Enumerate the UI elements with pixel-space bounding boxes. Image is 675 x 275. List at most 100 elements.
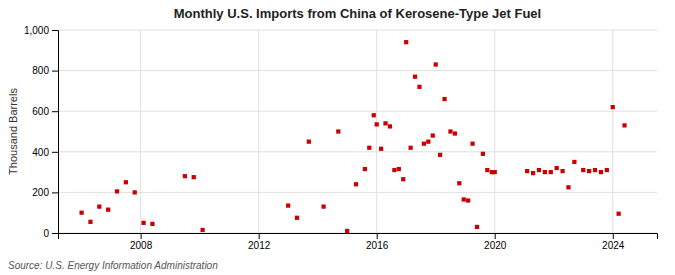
y-tick: 0 [43,228,58,239]
title: Monthly U.S. Imports from China of Keros… [174,6,541,21]
point [531,171,535,175]
y-tick-mark [52,233,58,234]
point [485,168,489,172]
point [150,222,154,226]
point [141,221,145,225]
x-axis-line [59,234,658,240]
y-tick-mark [52,192,58,193]
point [392,168,396,172]
point [379,147,383,151]
plot: 2008 2012 2016 2020 2024 0 200 400 600 800 1,000 [24,25,658,251]
point [307,140,311,144]
point [622,123,626,127]
x-tick-label: 2012 [248,240,271,251]
point [493,170,497,174]
point [124,180,128,184]
chart: 2008 2012 2016 2020 2024 0 200 400 600 800 1,000 Mo… [0,0,675,275]
point [560,169,564,173]
point [442,97,446,101]
x-axis: 2008 2012 2016 2020 2024 [59,233,658,251]
point [593,168,597,172]
point [88,220,92,224]
points [79,40,626,233]
point [321,204,325,208]
point [345,229,349,233]
point [462,197,466,201]
point [363,167,367,171]
point [372,113,376,117]
point [401,177,405,181]
point [388,124,392,128]
grid [58,30,657,233]
point [466,198,470,202]
point [115,189,119,193]
y-tick-label: 600 [32,106,49,117]
point [97,204,101,208]
x-tick-label: 2020 [484,240,507,251]
y-tick: 400 [32,147,58,158]
x-tick: 2012 [248,233,271,251]
x-tick-label: 2024 [602,240,625,251]
x-tick: 2024 [602,233,625,251]
y-tick-label: 400 [32,147,49,158]
grid-line-y [58,151,657,152]
annotation: Source: U.S. Energy Information Administ… [8,260,218,271]
y-tick: 1,000 [24,25,58,36]
point [599,170,603,174]
point [106,208,110,212]
point [549,170,553,174]
grid-line-x [612,30,613,233]
point [375,122,379,126]
point [605,168,609,172]
x-tick-mark [613,233,614,239]
x-tick: 2020 [484,233,507,251]
point [438,153,442,157]
point [354,182,358,186]
y-tick-mark [52,111,58,112]
point [566,185,570,189]
point [448,129,452,133]
point [413,75,417,79]
x-tick-mark [141,233,142,239]
grid-line-y [58,192,657,193]
point [426,140,430,144]
point [617,212,621,216]
point [417,85,421,89]
point [295,216,299,220]
x-tick: 2016 [366,233,389,251]
point [408,146,412,150]
point [431,133,435,137]
point [286,203,290,207]
point [133,190,137,194]
point [572,160,576,164]
y-tick-mark [52,152,58,153]
point [404,40,408,44]
x-tick-label: 2008 [130,240,153,251]
x-tick-mark [377,233,378,239]
point [397,167,401,171]
point [611,105,615,109]
point [367,146,371,150]
x-tick-label: 2016 [366,240,389,251]
point [453,131,457,135]
grid-line-x [376,30,377,233]
y-tick: 600 [32,106,58,117]
y-tick: 200 [32,187,58,198]
x-tick-mark [259,233,260,239]
y-tick-mark [52,30,58,31]
y-axis-line [52,31,59,234]
grid-line-y [58,111,657,112]
y-tick: 800 [32,65,58,76]
point [336,129,340,133]
point [525,169,529,173]
point [192,175,196,179]
point [434,62,438,66]
grid-line-x [140,30,141,233]
point [543,170,547,174]
point [581,168,585,172]
point [470,142,474,146]
y-axis-title: Thousand Barrels [7,88,19,175]
point [555,166,559,170]
point [200,228,204,232]
y-tick-label: 800 [32,65,49,76]
